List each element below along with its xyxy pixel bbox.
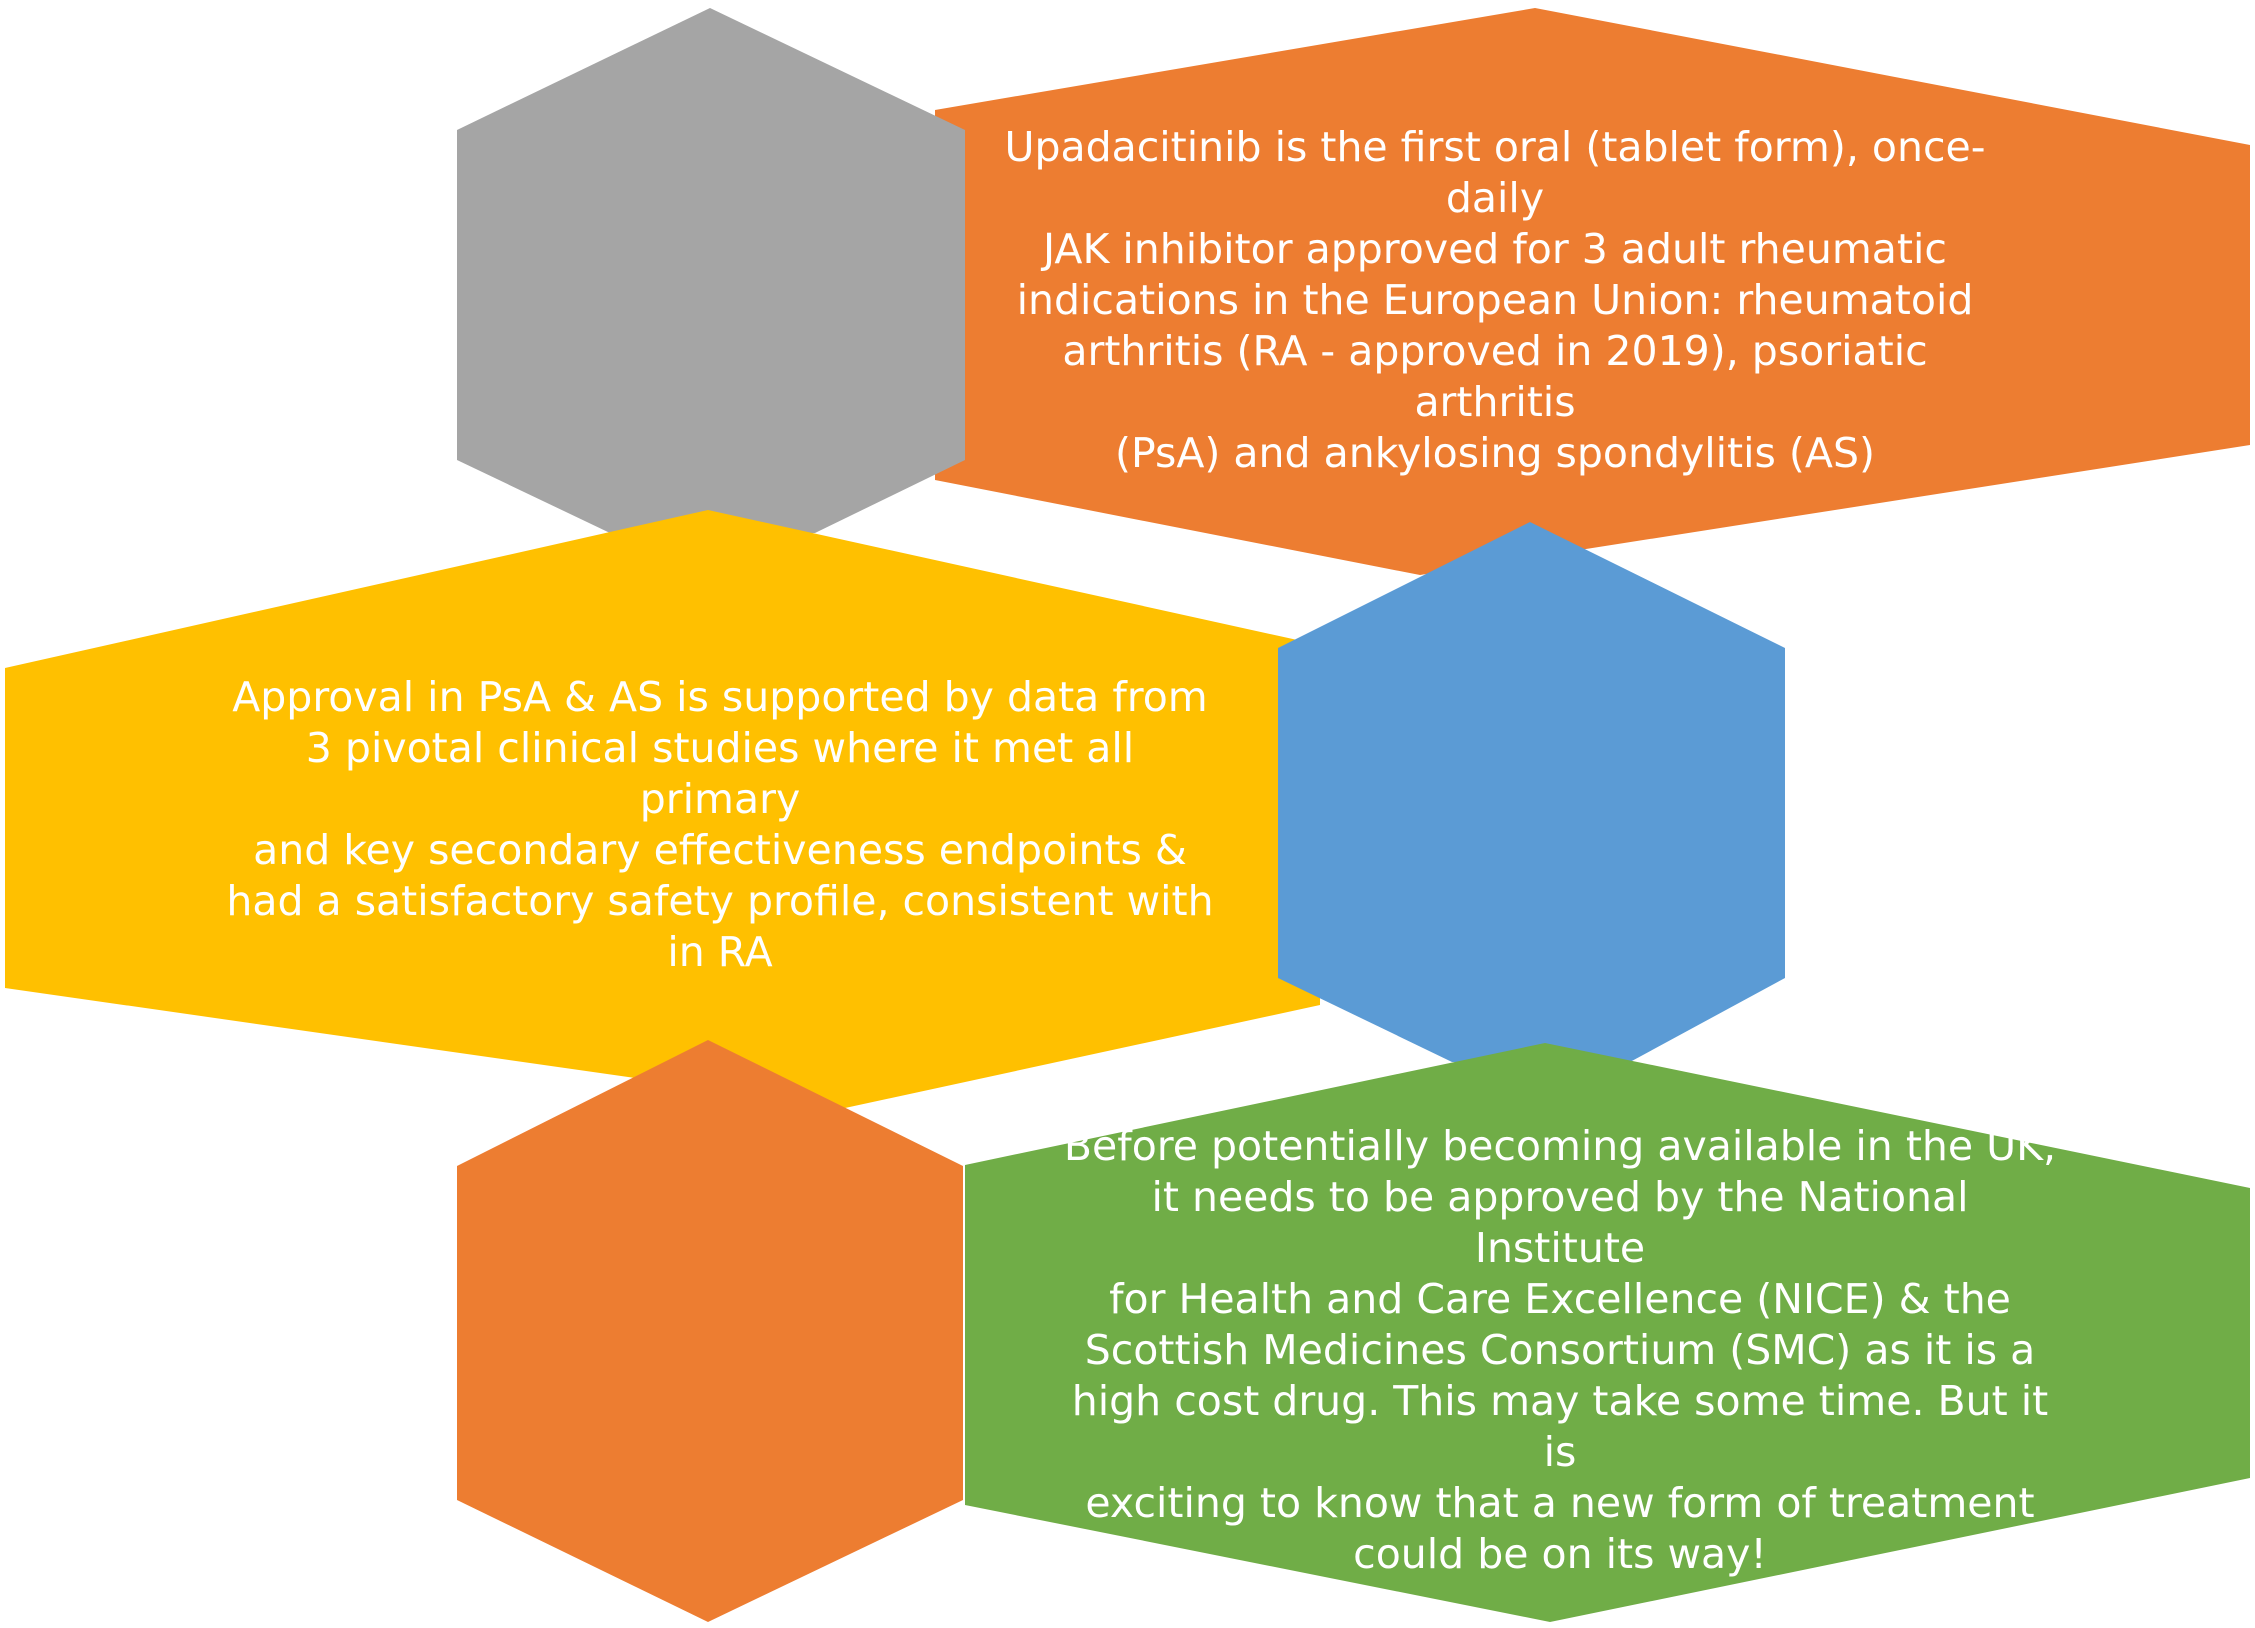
text-block-2-content: Approval in PsA & AS is supported by dat… (226, 673, 1214, 976)
text-block-1-content: Upadacitinib is the first oral (tablet f… (1004, 122, 1986, 477)
hexagon-wide-block-3 (965, 1043, 2250, 1622)
text-block-2: Approval in PsA & AS is supported by dat… (220, 673, 1220, 976)
hexagon-accent-block-3 (457, 1040, 963, 1622)
text-block-1: Upadacitinib is the first oral (tablet f… (990, 123, 2000, 477)
text-block-3-content: Before potentially becoming available in… (1063, 1121, 2057, 1578)
hexagon-accent-block-1 (457, 8, 965, 533)
hexagon-wide-block-1 (935, 8, 2250, 575)
hexagon-wide-block-2 (5, 510, 1320, 1108)
hexagon-accent-block-2 (1278, 522, 1785, 1062)
text-block-3: Before potentially becoming available in… (1060, 1122, 2060, 1578)
